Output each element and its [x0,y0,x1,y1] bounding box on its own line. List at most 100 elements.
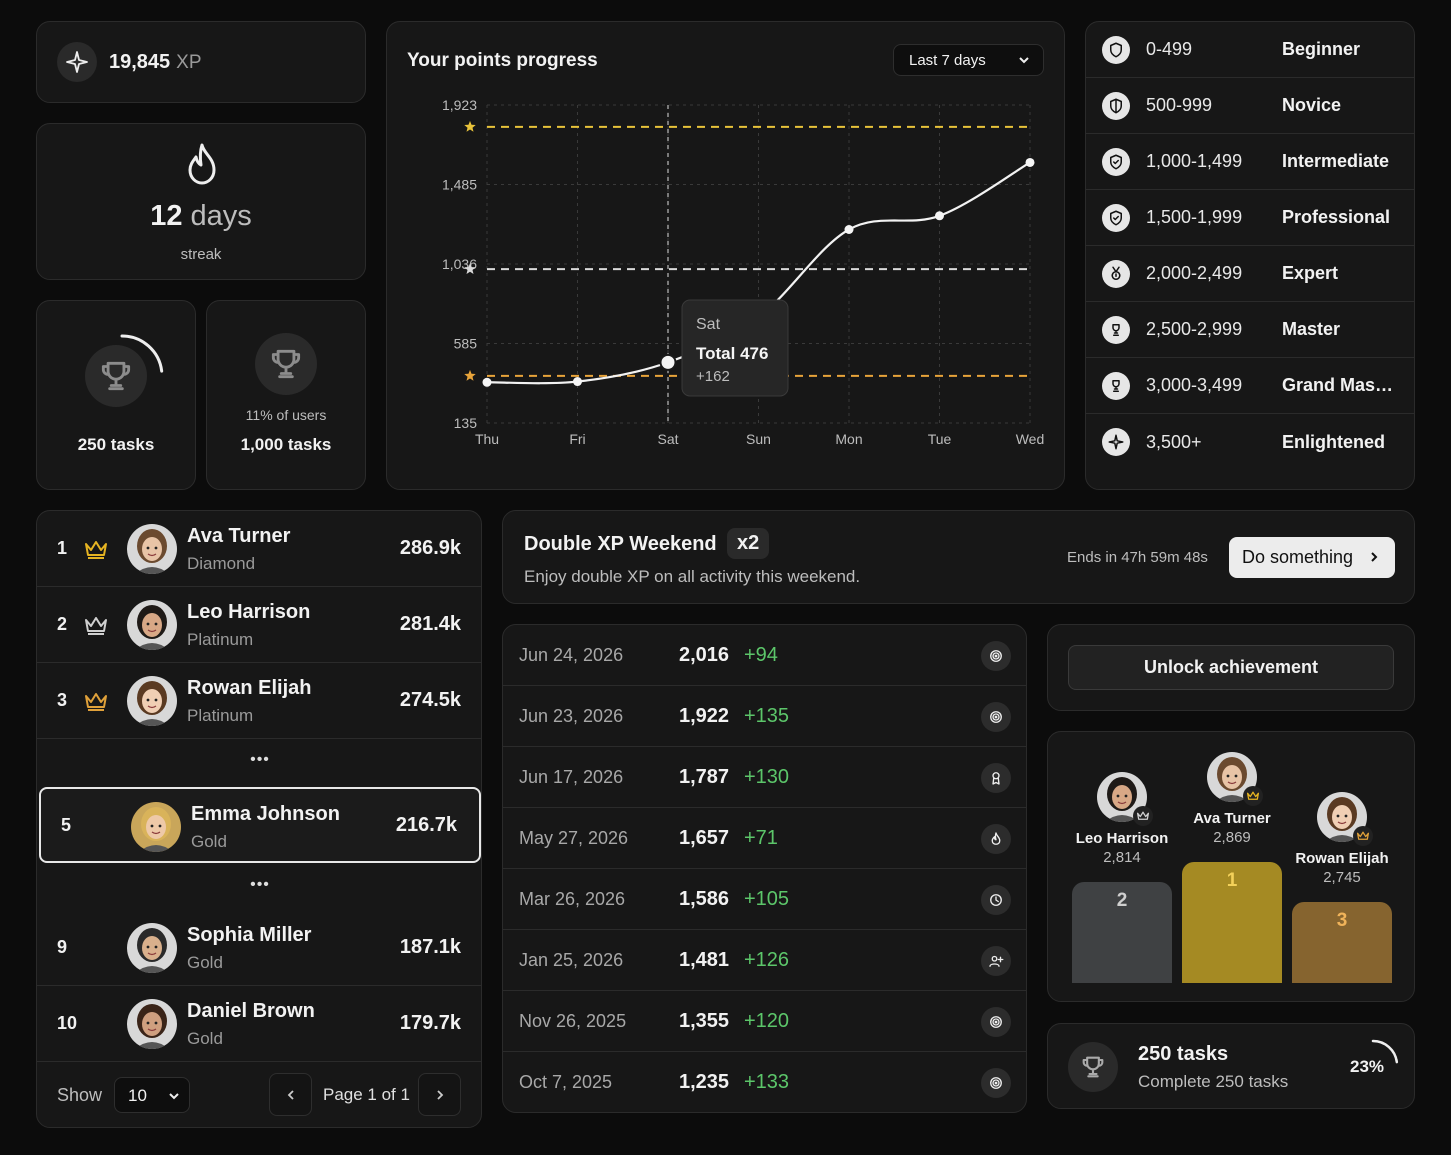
rank: 2 [57,614,68,634]
tier-row: 1,000-1,499 Intermediate [1086,134,1414,190]
history-date: Mar 26, 2026 [519,889,626,909]
task-card-1000[interactable]: 11% of users 1,000 tasks [206,300,366,490]
avatar-image [1317,792,1367,842]
user-plus-icon [981,946,1011,976]
chevron-right-icon [436,1089,443,1100]
rank: 5 [61,814,72,835]
leaderboard-row[interactable]: 1 Ava Turner Diamond 286.9k [37,511,481,587]
data-point[interactable] [1025,157,1035,167]
history-date: Jan 25, 2026 [519,950,624,970]
leaderboard-row[interactable]: 9 Sophia Miller Gold 187.1k [37,910,481,986]
data-point[interactable] [935,211,944,221]
y-tick-label: 1,923 [442,97,477,113]
leaderboard-row[interactable]: 2 Leo Harrison Platinum 281.4k [37,587,481,663]
player-tier: Platinum [187,706,254,725]
avatar-image [127,524,177,574]
history-row: Jun 17, 2026 1,787 +130 [503,747,1026,808]
data-point[interactable] [482,377,492,387]
leaderboard-row[interactable]: 3 Rowan Elijah Platinum 274.5k [37,663,481,739]
player-score: 281.4k [399,613,461,635]
tier-name: Novice [1282,95,1342,115]
unlock-achievement-button[interactable]: Unlock achievement [1068,645,1394,690]
podium-block: 3 [1292,902,1392,983]
avatar [127,999,177,1049]
rank: 10 [57,1013,78,1033]
xp-card: 19,845 XP [36,21,366,103]
avatar [127,524,177,574]
podium-score: 2,869 [1213,829,1251,846]
player-tier: Gold [191,832,227,851]
player-name: Emma Johnson [191,803,340,825]
data-point[interactable] [573,377,582,387]
tooltip-total: Total 476 [696,344,768,363]
avatar [127,676,177,726]
history-gain: +105 [744,888,790,910]
podium-block: 1 [1182,862,1282,983]
tier-row: 3,500+ Enlightened [1086,414,1414,470]
tier-row: 2,000-2,499 Expert [1086,246,1414,302]
crown-icon [1353,826,1373,846]
task-card-250[interactable]: 250 tasks [36,300,196,490]
tier-row: 500-999 Novice [1086,78,1414,134]
avatar-image [127,999,177,1049]
avatar [1097,772,1153,826]
crown-icon [85,693,107,711]
task-title: 1,000 tasks [240,435,332,454]
prev-page-button[interactable] [269,1073,312,1116]
podium-player[interactable]: Rowan Elijah 2,745 [1292,792,1392,886]
ellipsis: ••• [250,876,270,893]
history-gain: +94 [744,644,778,666]
tier-row: 2,500-2,999 Master [1086,302,1414,358]
tier-name: Master [1282,319,1341,339]
progress-ring [80,334,164,418]
tier-range: 1,500-1,999 [1146,207,1243,227]
history-row: May 27, 2026 1,657 +71 [503,808,1026,869]
chevron-left-icon [287,1089,294,1100]
current-user-row[interactable]: 5 Emma Johnson Gold 216.7k [39,787,481,863]
x-tick-label: Fri [569,431,585,447]
chart-title: Your points progress [407,50,598,71]
history-points: 1,586 [679,888,730,910]
history-points: 2,016 [679,644,730,666]
podium-player[interactable]: Ava Turner 2,869 [1182,752,1282,846]
flame-icon [981,824,1011,854]
avatar [127,923,177,973]
medal-icon [1102,259,1130,288]
page-label: Page 1 of 1 [323,1085,410,1104]
podium: Leo Harrison 2,814 2 Ava Turner 2,869 1 Rowan … [1047,731,1415,1002]
goal-subtitle: Complete 250 tasks [1138,1072,1289,1091]
data-point[interactable] [844,224,854,234]
tier-range: 3,500+ [1146,431,1202,452]
tier-name: Expert [1282,263,1339,283]
player-score: 286.9k [399,537,461,559]
leaderboard-row[interactable]: 10 Daniel Brown Gold 179.7k [37,986,481,1062]
history-gain: +120 [744,1010,790,1032]
clock-icon [981,885,1011,915]
shield-half-icon [1102,91,1130,120]
banner-title: Double XP Weekend [524,533,717,555]
page-size-select[interactable]: 10 [114,1077,190,1113]
next-page-button[interactable] [418,1073,461,1116]
range-select[interactable]: Last 7 days [893,44,1044,76]
star-icon [464,369,476,381]
history-row: Jan 25, 2026 1,481 +126 [503,930,1026,991]
y-tick-label: 135 [454,415,478,431]
leaderboard-row[interactable]: 5 Emma Johnson Gold 216.7k [41,789,479,861]
podium-player[interactable]: Leo Harrison 2,814 [1072,772,1172,866]
trophy-icon [1102,371,1130,400]
crown-icon [1243,786,1263,806]
shield-check-icon [1102,203,1130,232]
history-gain: +130 [744,766,790,788]
task-goal-card[interactable]: 250 tasks Complete 250 tasks 23% [1047,1023,1415,1109]
goal-progress-ring [1347,1039,1399,1091]
avatar [127,600,177,650]
sparkle-icon [1102,428,1130,456]
range-select-value: Last 7 days [909,51,986,69]
history-points: 1,235 [679,1071,730,1093]
do-something-button[interactable]: Do something [1229,537,1395,578]
data-point[interactable] [659,353,677,371]
player-name: Leo Harrison [187,601,311,623]
history-gain: +135 [744,705,790,727]
history-date: Nov 26, 2025 [519,1011,627,1031]
shield-check-icon [1102,147,1130,176]
